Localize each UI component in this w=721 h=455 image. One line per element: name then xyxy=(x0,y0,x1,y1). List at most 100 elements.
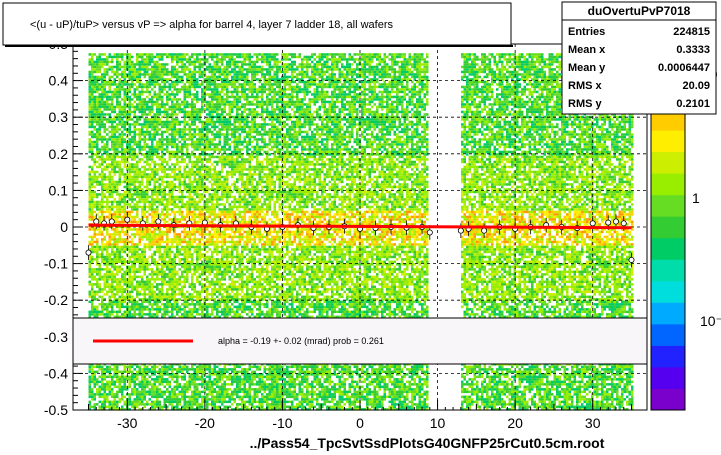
heatmap-cell xyxy=(233,115,236,119)
heatmap-cell xyxy=(171,58,174,61)
heatmap-cell xyxy=(503,110,506,114)
heatmap-cell xyxy=(551,93,554,96)
heatmap-cell xyxy=(136,58,139,61)
heatmap-cell xyxy=(331,120,334,124)
heatmap-cell xyxy=(201,58,204,61)
heatmap-cell xyxy=(283,63,286,66)
heatmap-cell xyxy=(251,55,254,59)
heatmap-cell xyxy=(216,110,219,114)
heatmap-cell xyxy=(108,118,111,121)
heatmap-cell xyxy=(266,78,269,81)
heatmap-cell xyxy=(88,78,91,81)
heatmap-cell xyxy=(466,55,469,59)
heatmap-cell xyxy=(198,98,201,101)
heatmap-cell xyxy=(343,55,346,59)
heatmap-cell xyxy=(311,73,314,76)
heatmap-cell xyxy=(186,53,189,56)
heatmap-cell xyxy=(216,118,219,121)
heatmap-cell xyxy=(571,120,574,124)
heatmap-cell xyxy=(243,95,246,99)
heatmap-cell xyxy=(321,125,324,129)
heatmap-cell xyxy=(303,98,306,101)
heatmap-cell xyxy=(388,75,391,79)
heatmap-cell xyxy=(183,70,186,74)
heatmap-cell xyxy=(268,118,271,121)
heatmap-cell xyxy=(283,90,286,94)
heatmap-cell xyxy=(536,98,539,101)
heatmap-cell xyxy=(233,123,236,126)
heatmap-cell xyxy=(186,78,189,81)
heatmap-cell xyxy=(473,90,476,94)
heatmap-cell xyxy=(108,95,111,99)
heatmap-cell xyxy=(183,58,186,61)
heatmap-cell xyxy=(101,103,104,106)
heatmap-cell xyxy=(168,113,171,116)
heatmap-cell xyxy=(401,100,404,104)
heatmap-cell xyxy=(266,80,269,84)
heatmap-cell xyxy=(471,90,474,94)
heatmap-cell xyxy=(491,73,494,76)
heatmap-cell xyxy=(233,60,236,64)
heatmap-cell xyxy=(231,85,234,89)
heatmap-cell xyxy=(118,53,121,56)
heatmap-cell xyxy=(553,100,556,104)
heatmap-cell xyxy=(88,95,91,99)
heatmap-cell xyxy=(263,108,266,111)
heatmap-cell xyxy=(531,95,534,99)
heatmap-cell xyxy=(276,125,279,129)
heatmap-cell xyxy=(566,125,569,129)
heatmap-cell xyxy=(571,125,574,129)
heatmap-cell xyxy=(111,93,114,96)
heatmap-cell xyxy=(321,65,324,69)
heatmap-cell xyxy=(556,75,559,79)
heatmap-cell xyxy=(293,125,296,129)
heatmap-cell xyxy=(266,55,269,59)
heatmap-cell xyxy=(306,90,309,94)
heatmap-cell xyxy=(306,103,309,106)
heatmap-cell xyxy=(306,55,309,59)
heatmap-cell xyxy=(283,75,286,79)
heatmap-cell xyxy=(301,70,304,74)
heatmap-cell xyxy=(193,88,196,91)
heatmap-cell xyxy=(151,78,154,81)
heatmap-cell xyxy=(516,98,519,101)
heatmap-cell xyxy=(133,88,136,91)
heatmap-cell xyxy=(266,98,269,101)
heatmap-cell xyxy=(378,63,381,66)
heatmap-cell xyxy=(531,63,534,66)
heatmap-cell xyxy=(268,85,271,89)
heatmap-cell xyxy=(608,120,611,124)
heatmap-cell xyxy=(546,125,549,129)
heatmap-cell xyxy=(118,63,121,66)
heatmap-cell xyxy=(518,55,521,59)
heatmap-cell xyxy=(506,95,509,99)
heatmap-cell xyxy=(338,100,341,104)
heatmap-cell xyxy=(486,85,489,89)
heatmap-cell xyxy=(343,90,346,94)
heatmap-cell xyxy=(373,110,376,114)
heatmap-cell xyxy=(158,93,161,96)
heatmap-cell xyxy=(561,120,564,124)
heatmap-cell xyxy=(358,53,361,56)
heatmap-cell xyxy=(213,103,216,106)
heatmap-cell xyxy=(363,60,366,64)
heatmap-cell xyxy=(211,105,214,109)
heatmap-cell xyxy=(343,68,346,71)
heatmap-cell xyxy=(313,63,316,66)
heatmap-cell xyxy=(328,120,331,124)
heatmap-cell xyxy=(93,88,96,91)
heatmap-cell xyxy=(226,128,229,131)
heatmap-cell xyxy=(148,98,151,101)
heatmap-cell xyxy=(548,98,551,101)
heatmap-cell xyxy=(338,123,341,126)
heatmap-cell xyxy=(141,60,144,64)
heatmap-cell xyxy=(96,105,99,109)
heatmap-cell xyxy=(331,93,334,96)
heatmap-cell xyxy=(381,75,384,79)
heatmap-cell xyxy=(108,108,111,111)
heatmap-cell xyxy=(496,100,499,104)
heatmap-cell xyxy=(466,90,469,94)
heatmap-cell xyxy=(191,80,194,84)
heatmap-cell xyxy=(298,100,301,104)
heatmap-cell xyxy=(418,95,421,99)
